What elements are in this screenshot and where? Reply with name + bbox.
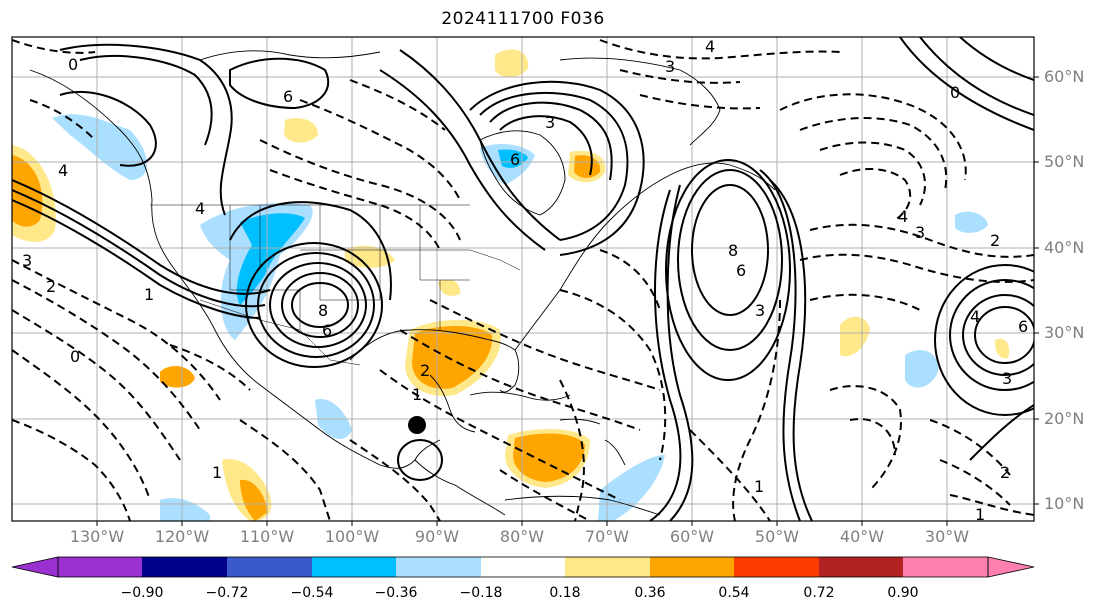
axis-ticks (96, 76, 1039, 526)
shade-orange-pacific (12, 155, 43, 227)
contour-label: 2 (420, 361, 430, 380)
lon-label: 120°W (154, 527, 210, 546)
contour-label: 6 (1018, 317, 1028, 336)
colorbar-tick-label: −0.72 (205, 585, 249, 601)
contour-label: 4 (195, 199, 205, 218)
lat-label: 50°N (1044, 152, 1085, 171)
colorbar-bin (565, 557, 650, 577)
contour-label: 6 (510, 150, 520, 169)
colorbar-bin (227, 557, 312, 577)
contour-label: 3 (915, 223, 925, 242)
contour-label: 2 (1000, 463, 1010, 482)
colorbar-tick-label: −0.36 (374, 585, 418, 601)
lon-label: 40°W (839, 527, 885, 546)
colorbar-over-triangle (987, 556, 1035, 578)
contour-label: 3 (22, 251, 32, 270)
colorbar-tick-label: 0.18 (549, 585, 581, 601)
lon-label: 90°W (414, 527, 460, 546)
contour-labels: 0 6 4 8 6 2 4 6 3 8 6 3 4 3 2 4 6 3 3 2 … (22, 37, 1028, 524)
shade-blue-hudson-inner (498, 149, 528, 168)
colorbar-tick-label: 0.90 (887, 585, 919, 601)
colorbar-bin (819, 557, 903, 577)
lat-label: 20°N (1044, 409, 1085, 428)
colorbar-bin (734, 557, 819, 577)
storm-marker (408, 416, 426, 434)
contour-label: 1 (144, 285, 154, 304)
shade-orange-hudson (574, 155, 601, 178)
lat-label: 60°N (1044, 67, 1085, 86)
solid-contours (12, 37, 1034, 521)
shade-orange-baja (160, 366, 195, 388)
lon-label: 80°W (499, 527, 545, 546)
contour-label: 8 (728, 241, 738, 260)
contour-label: 8 (318, 301, 328, 320)
lon-label: 30°W (924, 527, 970, 546)
shade-blue-mid-atl (905, 350, 939, 388)
contour-label: 1 (212, 463, 222, 482)
contour-label: 3 (1002, 369, 1012, 388)
shade-warm-ohio (438, 279, 461, 296)
contour-label: 2 (46, 277, 56, 296)
colorbar-bins (58, 557, 988, 577)
colorbar-bin (58, 557, 142, 577)
shade-orange-gulf (412, 326, 493, 389)
lon-label: 110°W (239, 527, 295, 546)
lon-label: 60°W (669, 527, 715, 546)
lon-label: 130°W (69, 527, 125, 546)
map-title: 2024111700 F036 (441, 9, 605, 29)
map-frame (11, 36, 1035, 522)
colorbar-tick-label: −0.54 (290, 585, 334, 601)
colorbar-under-triangle (11, 556, 59, 578)
colorbar-bin (650, 557, 734, 577)
contour-label: 4 (705, 37, 715, 56)
colorbar-bin (903, 557, 988, 577)
contour-label: 0 (950, 83, 960, 102)
colorbar (11, 556, 1035, 578)
colorbar-bin (481, 557, 565, 577)
contour-label: 3 (665, 57, 675, 76)
lon-label: 100°W (324, 527, 380, 546)
shade-warm-east (994, 338, 1010, 359)
colorbar-tick-label: 0.54 (718, 585, 750, 601)
contour-label: 3 (755, 301, 765, 320)
contour-label: 6 (736, 261, 746, 280)
contour-label: 1 (412, 385, 422, 404)
contour-label: 6 (322, 321, 332, 340)
colorbar-bin (312, 557, 396, 577)
contour-label: 4 (898, 207, 908, 226)
shade-warm-alaska (284, 118, 318, 143)
lat-label: 30°N (1044, 323, 1085, 342)
contour-label: 2 (990, 231, 1000, 250)
shade-blue-rockies-inner (236, 213, 305, 305)
colorbar-bin (396, 557, 481, 577)
contour-label: 0 (68, 55, 78, 74)
contour-label: 4 (58, 161, 68, 180)
lat-label: 10°N (1044, 494, 1085, 513)
colorbar-bin (142, 557, 227, 577)
shade-orange-caribbean (513, 433, 585, 482)
dashed-contours (12, 39, 1034, 521)
colorbar-tick-label: 0.36 (634, 585, 666, 601)
shade-blue-east (955, 211, 988, 233)
contour-label: 1 (975, 505, 985, 524)
colorbar-tick-label: −0.90 (120, 585, 164, 601)
lon-label: 70°W (584, 527, 630, 546)
contour-label: 1 (754, 477, 764, 496)
shade-orange-pac-south (240, 479, 268, 521)
contour-label: 3 (545, 113, 555, 132)
shade-warm-labrador (495, 49, 529, 78)
lon-label: 50°W (754, 527, 800, 546)
shade-warm-great-plains (345, 245, 395, 268)
lat-label: 40°N (1044, 238, 1085, 257)
contour-label: 4 (970, 307, 980, 326)
shading-layer (12, 49, 1010, 521)
colorbar-frame (57, 556, 989, 578)
colorbar-tick-label: 0.72 (803, 585, 835, 601)
contour-label: 0 (70, 347, 80, 366)
shade-blue-nw (52, 114, 147, 180)
colorbar-tick-label: −0.18 (459, 585, 503, 601)
contour-label: 6 (283, 87, 293, 106)
